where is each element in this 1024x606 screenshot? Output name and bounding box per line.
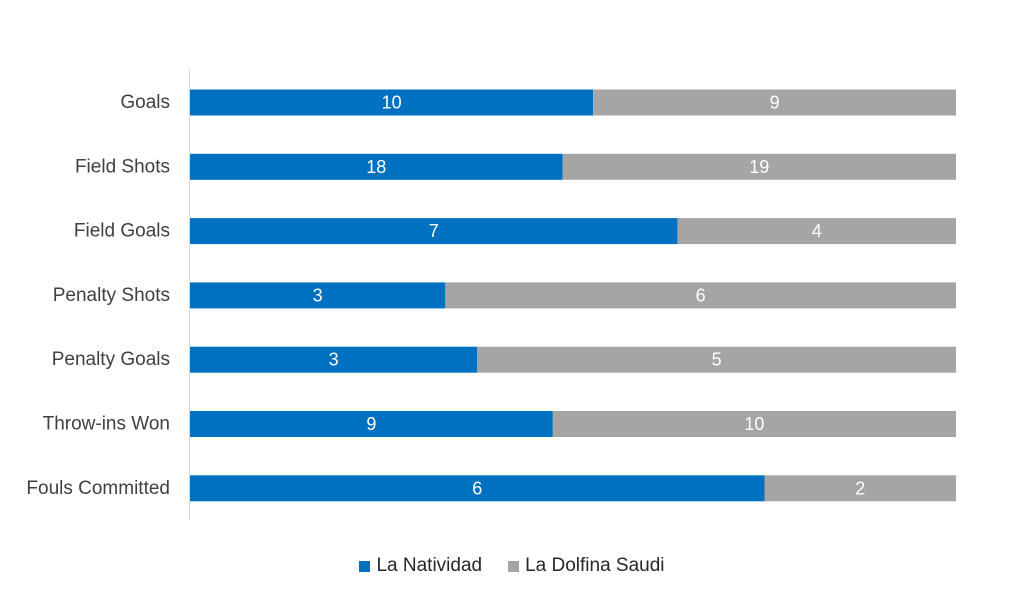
category-label-penalty-goals: Penalty Goals bbox=[52, 349, 170, 370]
labels-group: Goals 10 9 Field Shots 18 19 Field Goals 7 4 Pena… bbox=[26, 92, 865, 499]
bar-la-natividad-goals bbox=[190, 89, 594, 116]
data-label-la-dolfina-saudi-fouls-committed: 2 bbox=[855, 478, 865, 498]
bars-group bbox=[190, 89, 956, 502]
legend-swatch-la-dolfina-saudi bbox=[508, 560, 520, 572]
data-label-la-natividad-throw-ins-won: 9 bbox=[366, 414, 376, 434]
data-label-la-natividad-field-goals: 7 bbox=[429, 221, 439, 241]
category-label-field-shots: Field Shots bbox=[75, 156, 170, 177]
legend-label-la-natividad: La Natividad bbox=[376, 555, 483, 576]
data-label-la-dolfina-saudi-goals: 9 bbox=[770, 93, 780, 113]
legend-item-la-dolfina-saudi: La Dolfina Saudi bbox=[508, 555, 665, 577]
legend-item-la-natividad: La Natividad bbox=[359, 555, 482, 577]
stacked-bar-chart: Goals 10 9 Field Shots 18 19 Field Goals 7 4 Pena… bbox=[26, 70, 956, 520]
bar-la-natividad-fouls-committed bbox=[190, 475, 765, 502]
data-label-la-natividad-field-shots: 18 bbox=[366, 157, 386, 177]
bar-la-natividad-penalty-shots bbox=[190, 282, 446, 309]
bar-la-dolfina-saudi-fouls-committed bbox=[764, 475, 956, 502]
bar-la-natividad-field-goals bbox=[190, 218, 678, 245]
legend: La Natividad La Dolfina Saudi bbox=[0, 555, 1024, 577]
bar-la-dolfina-saudi-throw-ins-won bbox=[552, 411, 956, 437]
legend-label-la-dolfina-saudi: La Dolfina Saudi bbox=[525, 555, 665, 576]
bar-la-natividad-field-shots bbox=[190, 153, 563, 180]
category-label-fouls-committed: Fouls Committed bbox=[26, 478, 170, 499]
bar-la-natividad-throw-ins-won bbox=[190, 411, 553, 437]
data-label-la-natividad-goals: 10 bbox=[382, 93, 402, 113]
data-label-la-dolfina-saudi-throw-ins-won: 10 bbox=[744, 414, 764, 434]
bar-la-dolfina-saudi-penalty-goals bbox=[477, 346, 956, 373]
bar-la-dolfina-saudi-field-shots bbox=[562, 153, 956, 180]
bar-la-dolfina-saudi-penalty-shots bbox=[445, 282, 956, 309]
data-label-la-dolfina-saudi-field-shots: 19 bbox=[749, 157, 769, 177]
category-label-field-goals: Field Goals bbox=[74, 221, 170, 242]
bar-la-dolfina-saudi-field-goals bbox=[677, 218, 956, 245]
category-label-throw-ins-won: Throw-ins Won bbox=[43, 414, 170, 435]
data-label-la-dolfina-saudi-penalty-shots: 6 bbox=[696, 285, 706, 305]
data-label-la-dolfina-saudi-field-goals: 4 bbox=[812, 221, 822, 241]
data-label-la-natividad-penalty-shots: 3 bbox=[313, 285, 323, 305]
data-label-la-dolfina-saudi-penalty-goals: 5 bbox=[712, 350, 722, 370]
data-label-la-natividad-fouls-committed: 6 bbox=[472, 478, 482, 498]
legend-swatch-la-natividad bbox=[359, 560, 371, 572]
data-label-la-natividad-penalty-goals: 3 bbox=[329, 350, 339, 370]
bar-la-dolfina-saudi-goals bbox=[593, 89, 956, 116]
bar-la-natividad-penalty-goals bbox=[190, 346, 478, 373]
category-label-goals: Goals bbox=[120, 92, 170, 113]
category-label-penalty-shots: Penalty Shots bbox=[53, 285, 170, 306]
